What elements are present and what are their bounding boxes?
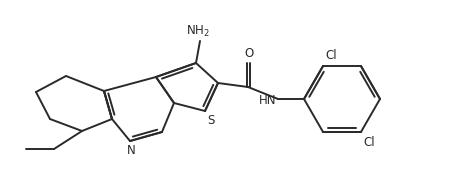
Text: O: O (244, 47, 253, 60)
Text: S: S (207, 114, 214, 127)
Text: Cl: Cl (363, 136, 374, 149)
Text: NH$_2$: NH$_2$ (186, 24, 210, 39)
Text: Cl: Cl (325, 49, 337, 62)
Text: HN: HN (258, 94, 276, 107)
Text: N: N (126, 144, 136, 157)
